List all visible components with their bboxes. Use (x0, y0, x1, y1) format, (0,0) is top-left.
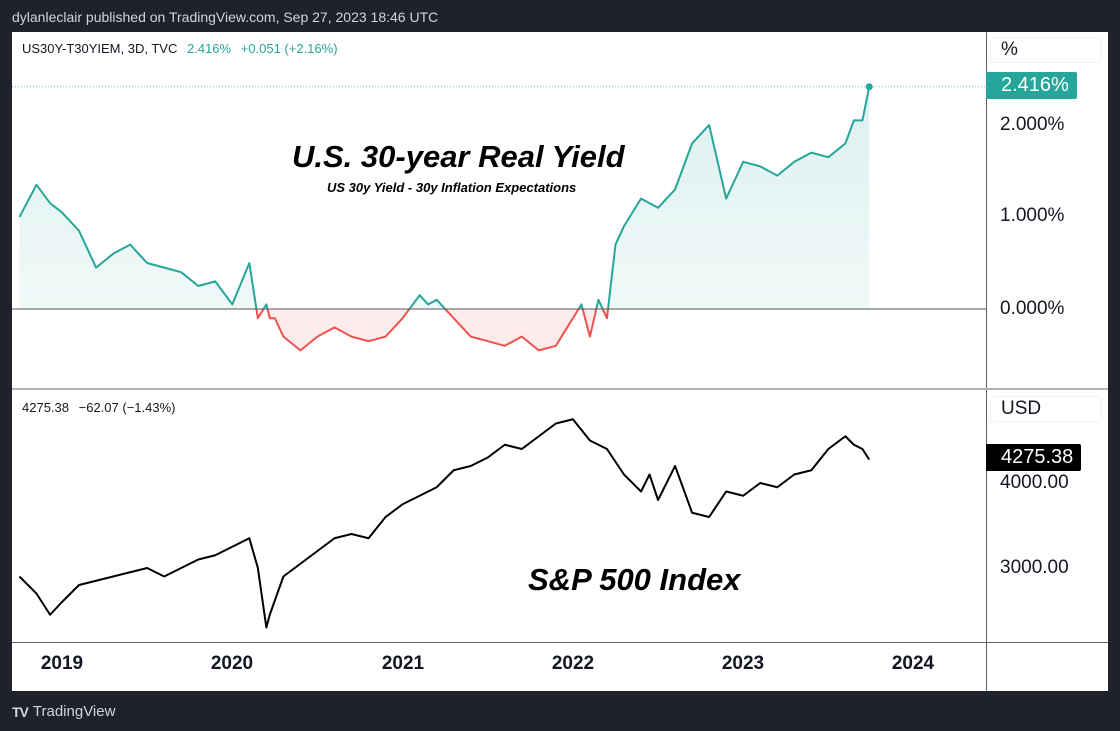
sp500-line (18, 418, 871, 629)
sp500-change: −62.07 (−1.43%) (78, 400, 176, 415)
chart-frame: US30Y-T30YIEM, 3D, TVC 2.416% +0.051 (+2… (12, 32, 1108, 691)
yield-tick-label: 1.000% (1000, 205, 1065, 226)
sp500-chart-title: S&P 500 Index (528, 562, 741, 597)
yield-chart-subtitle: US 30y Yield - 30y Inflation Expectation… (327, 180, 577, 195)
time-axis-divider (12, 642, 1108, 643)
price-axis-divider (986, 32, 987, 691)
yield-symbol[interactable]: US30Y-T30YIEM, 3D, TVC (22, 41, 178, 56)
sp500-tick-label: 3000.00 (1000, 557, 1069, 578)
sp500-last-value: 4275.38 (22, 400, 69, 415)
yield-last-point (865, 83, 873, 91)
time-axis-label: 2024 (891, 653, 935, 674)
chart-plot-area[interactable] (12, 32, 1108, 691)
sp500-unit-button[interactable]: USD (990, 396, 1102, 422)
yield-change: +0.051 (+2.16%) (240, 41, 338, 56)
brand-name: TradingView (32, 703, 116, 720)
yield-price-tag: 2.416% (986, 72, 1077, 99)
yield-legend: US30Y-T30YIEM, 3D, TVC 2.416% +0.051 (+2… (22, 41, 344, 56)
sp500-legend: 4275.38 −62.07 (−1.43%) (22, 400, 181, 415)
publisher-line: dylanleclair published on TradingView.co… (12, 9, 439, 25)
yield-chart-title: U.S. 30-year Real Yield (292, 139, 625, 174)
pane-separator[interactable] (12, 388, 1108, 390)
yield-last-value: 2.416% (186, 41, 232, 56)
sp500-tick-label: 4000.00 (1000, 472, 1069, 493)
time-axis-label: 2022 (551, 653, 595, 674)
tradingview-logo-icon: TV (12, 703, 29, 720)
time-axis-label: 2019 (40, 653, 84, 674)
time-axis-label: 2021 (381, 653, 425, 674)
tradingview-brand[interactable]: TV TradingView (12, 703, 115, 720)
yield-unit-button[interactable]: % (990, 37, 1102, 63)
yield-area-positive (19, 86, 870, 309)
sp500-price-tag: 4275.38 (986, 444, 1082, 471)
yield-tick-label: 2.000% (1000, 114, 1065, 135)
yield-tick-label: 0.000% (1000, 298, 1065, 319)
time-axis-label: 2020 (210, 653, 254, 674)
yield-line-positive (18, 86, 871, 309)
time-axis-label: 2023 (721, 653, 765, 674)
